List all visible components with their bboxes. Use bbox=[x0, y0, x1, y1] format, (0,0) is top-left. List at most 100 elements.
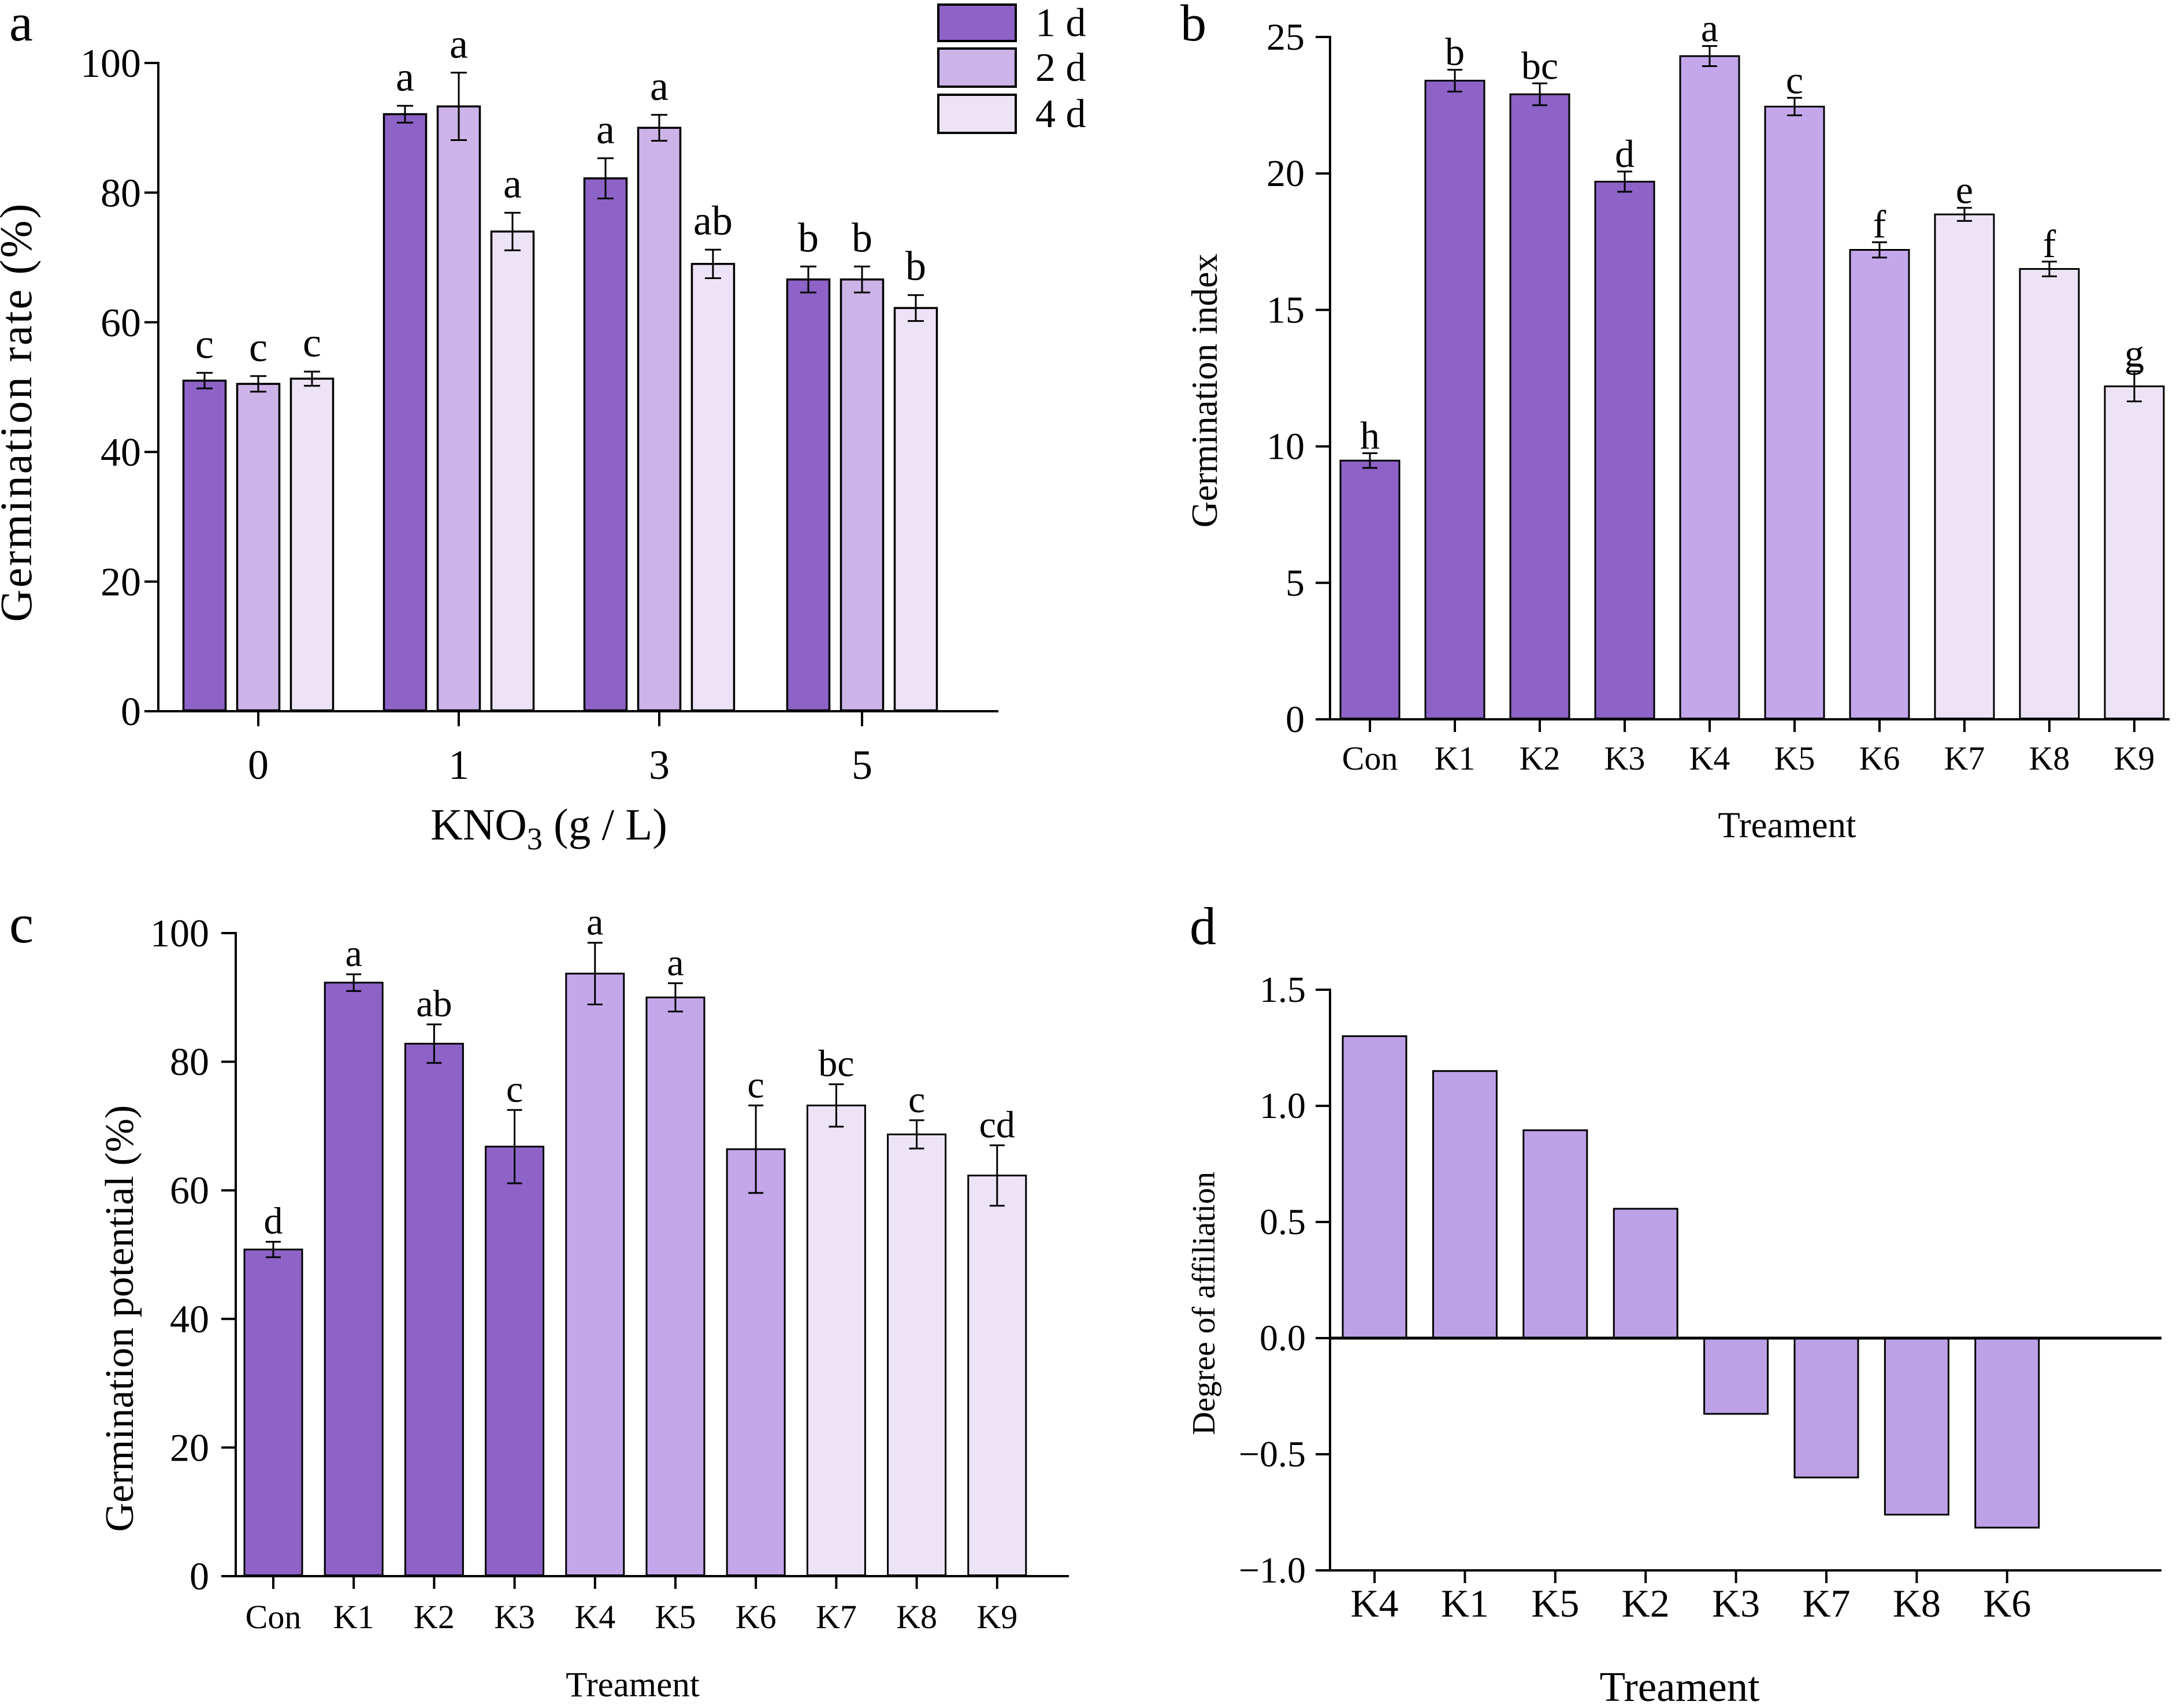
svg-text:0: 0 bbox=[248, 742, 269, 788]
svg-text:Germination potential (%): Germination potential (%) bbox=[98, 1105, 142, 1532]
svg-text:3: 3 bbox=[649, 742, 670, 788]
svg-text:c: c bbox=[1786, 58, 1803, 102]
svg-text:c: c bbox=[249, 324, 268, 370]
svg-text:K6: K6 bbox=[736, 1598, 777, 1636]
svg-text:0: 0 bbox=[121, 690, 141, 734]
svg-text:a: a bbox=[450, 21, 468, 67]
svg-text:c: c bbox=[195, 321, 214, 367]
svg-text:K3: K3 bbox=[1604, 740, 1646, 777]
svg-text:4 d: 4 d bbox=[1035, 92, 1086, 136]
svg-text:Germination rate (%): Germination rate (%) bbox=[0, 202, 41, 622]
svg-text:Treament: Treament bbox=[1718, 805, 1856, 845]
svg-text:a: a bbox=[503, 161, 522, 207]
svg-text:e: e bbox=[1956, 168, 1973, 212]
svg-text:0.0: 0.0 bbox=[1260, 1317, 1306, 1358]
svg-text:cd: cd bbox=[979, 1104, 1015, 1146]
svg-text:0: 0 bbox=[1286, 699, 1305, 741]
svg-text:Con: Con bbox=[1342, 740, 1398, 777]
svg-text:K2: K2 bbox=[1520, 740, 1561, 777]
svg-text:1 d: 1 d bbox=[1035, 1, 1086, 46]
svg-text:20: 20 bbox=[101, 560, 141, 605]
svg-text:5: 5 bbox=[1286, 562, 1305, 604]
svg-text:1.0: 1.0 bbox=[1260, 1085, 1306, 1126]
svg-text:c: c bbox=[303, 320, 321, 366]
svg-text:0.5: 0.5 bbox=[1260, 1201, 1306, 1242]
svg-text:1.5: 1.5 bbox=[1260, 969, 1306, 1010]
svg-text:K3: K3 bbox=[494, 1598, 535, 1636]
svg-text:80: 80 bbox=[170, 1040, 209, 1084]
svg-text:K7: K7 bbox=[816, 1598, 857, 1636]
svg-text:2 d: 2 d bbox=[1035, 46, 1086, 90]
svg-text:K2: K2 bbox=[414, 1598, 455, 1636]
svg-text:ab: ab bbox=[693, 198, 733, 244]
svg-text:a: a bbox=[596, 106, 615, 153]
svg-text:K3: K3 bbox=[1712, 1581, 1760, 1625]
svg-text:d: d bbox=[264, 1200, 283, 1242]
svg-text:d: d bbox=[1190, 897, 1216, 956]
svg-text:a: a bbox=[1701, 6, 1718, 50]
svg-text:a: a bbox=[9, 0, 33, 52]
svg-text:−0.5: −0.5 bbox=[1239, 1433, 1306, 1474]
svg-text:K8: K8 bbox=[896, 1598, 937, 1636]
svg-text:Degree of affiliation: Degree of affiliation bbox=[1186, 1172, 1222, 1435]
svg-text:K4: K4 bbox=[1350, 1581, 1398, 1625]
svg-text:K2: K2 bbox=[1622, 1581, 1670, 1625]
svg-text:K5: K5 bbox=[1531, 1581, 1579, 1625]
svg-text:20: 20 bbox=[1266, 153, 1305, 195]
svg-text:K9: K9 bbox=[2114, 740, 2155, 777]
svg-text:c: c bbox=[9, 893, 34, 954]
svg-text:a: a bbox=[667, 942, 684, 984]
svg-text:K1: K1 bbox=[1441, 1581, 1489, 1625]
svg-text:15: 15 bbox=[1266, 289, 1305, 331]
svg-text:60: 60 bbox=[170, 1168, 209, 1212]
svg-text:40: 40 bbox=[170, 1297, 209, 1341]
svg-text:K5: K5 bbox=[1774, 740, 1815, 777]
svg-text:80: 80 bbox=[101, 171, 141, 216]
svg-text:bc: bc bbox=[818, 1043, 854, 1085]
svg-text:b: b bbox=[1445, 30, 1465, 74]
svg-text:K4: K4 bbox=[1689, 740, 1730, 777]
svg-text:f: f bbox=[2043, 222, 2056, 266]
svg-text:40: 40 bbox=[101, 430, 141, 475]
svg-text:K8: K8 bbox=[2029, 740, 2070, 777]
svg-text:Treament: Treament bbox=[566, 1666, 700, 1704]
svg-text:K1: K1 bbox=[1435, 740, 1476, 777]
svg-text:f: f bbox=[1873, 202, 1886, 246]
svg-text:25: 25 bbox=[1266, 16, 1305, 58]
svg-text:b: b bbox=[905, 243, 926, 289]
svg-text:Treament: Treament bbox=[1599, 1663, 1759, 1705]
svg-text:c: c bbox=[908, 1079, 925, 1121]
svg-text:20: 20 bbox=[170, 1425, 209, 1469]
svg-text:c: c bbox=[748, 1064, 764, 1106]
svg-text:c: c bbox=[506, 1068, 523, 1110]
svg-text:100: 100 bbox=[80, 42, 141, 86]
svg-text:K4: K4 bbox=[574, 1598, 615, 1636]
svg-text:ab: ab bbox=[416, 983, 452, 1025]
svg-text:b: b bbox=[798, 214, 819, 261]
svg-text:K6: K6 bbox=[1983, 1581, 2031, 1625]
svg-text:a: a bbox=[396, 54, 414, 100]
svg-text:K8: K8 bbox=[1893, 1581, 1941, 1625]
svg-text:b: b bbox=[852, 214, 872, 261]
svg-text:bc: bc bbox=[1521, 43, 1558, 87]
svg-text:a: a bbox=[346, 933, 362, 975]
svg-text:100: 100 bbox=[150, 911, 209, 955]
svg-text:K1: K1 bbox=[333, 1598, 374, 1636]
svg-text:0: 0 bbox=[190, 1554, 209, 1598]
svg-text:Con: Con bbox=[246, 1598, 302, 1636]
svg-text:a: a bbox=[650, 63, 668, 109]
svg-text:KNO3 (g / L): KNO3 (g / L) bbox=[430, 800, 667, 856]
svg-text:b: b bbox=[1180, 0, 1206, 52]
svg-text:−1.0: −1.0 bbox=[1239, 1550, 1306, 1591]
svg-text:60: 60 bbox=[101, 301, 141, 346]
svg-text:K7: K7 bbox=[1944, 740, 1985, 777]
svg-text:K5: K5 bbox=[655, 1598, 696, 1636]
svg-text:d: d bbox=[1615, 132, 1635, 176]
svg-text:1: 1 bbox=[448, 742, 469, 788]
svg-text:g: g bbox=[2124, 332, 2144, 376]
svg-text:5: 5 bbox=[852, 742, 872, 788]
svg-text:10: 10 bbox=[1266, 426, 1305, 468]
svg-text:a: a bbox=[586, 901, 603, 943]
svg-text:h: h bbox=[1360, 413, 1380, 457]
svg-text:Germination index: Germination index bbox=[1184, 254, 1225, 528]
